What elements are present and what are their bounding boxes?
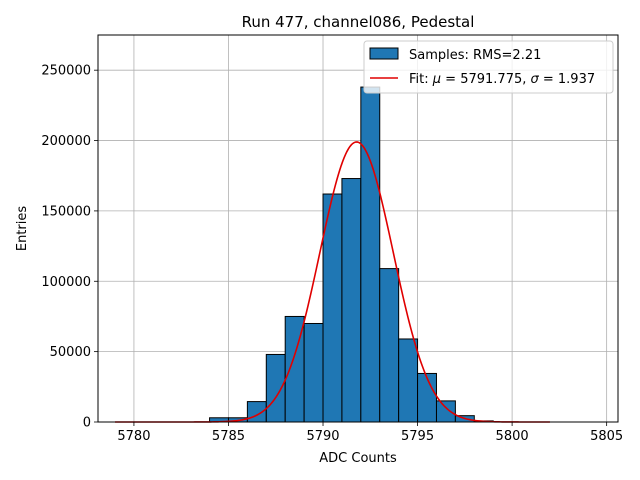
x-axis-ticks: 5780 5785 5790 5795 5800 5805 [117, 422, 623, 444]
histogram-bar [379, 268, 400, 423]
legend-samples-label: Samples: RMS=2.21 [409, 48, 541, 63]
y-axis-ticks: 0 50000 100000 150000 200000 250000 [41, 64, 98, 431]
x-tick-label: 5790 [306, 429, 339, 444]
x-tick-label: 5795 [401, 429, 434, 444]
x-tick-label: 5780 [117, 429, 150, 444]
legend-mu-symbol: μ [432, 72, 441, 87]
histogram-bar [303, 322, 324, 423]
legend-sigma-symbol: σ [531, 72, 540, 87]
x-axis-label: ADC Counts [319, 451, 397, 466]
legend: Samples: RMS=2.21 Fit: μ = 5791.775, σ =… [363, 40, 614, 94]
y-tick-label: 150000 [41, 204, 91, 219]
histogram-bar [341, 178, 362, 423]
y-tick-label: 200000 [41, 134, 91, 149]
legend-fit-prefix: Fit: [409, 72, 433, 87]
y-axis-label: Entries [15, 206, 30, 252]
histogram-bar [265, 353, 286, 423]
y-tick-label: 250000 [41, 64, 91, 79]
y-tick-label: 50000 [50, 345, 91, 360]
legend-fit-mid: = 5791.775, [441, 72, 530, 87]
chart-title: Run 477, channel086, Pedestal [242, 13, 475, 31]
x-tick-label: 5785 [212, 429, 245, 444]
legend-box [363, 40, 614, 94]
histogram-bar [398, 338, 419, 423]
y-tick-label: 0 [83, 416, 91, 431]
histogram-bar [417, 372, 437, 423]
x-tick-label: 5800 [496, 429, 529, 444]
legend-samples-swatch [369, 47, 399, 60]
y-tick-label: 100000 [41, 275, 91, 290]
histogram-bar [435, 400, 456, 423]
histogram-bar [360, 86, 381, 423]
x-tick-label: 5805 [590, 429, 623, 444]
legend-fit-suffix: = 1.937 [539, 72, 595, 87]
plot-frame [97, 34, 619, 423]
legend-fit-label: Fit: μ = 5791.775, σ = 1.937 [409, 72, 595, 87]
